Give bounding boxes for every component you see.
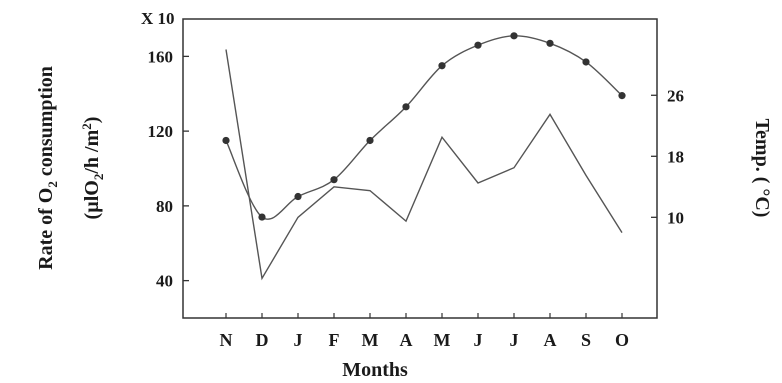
o2-data-point bbox=[366, 136, 374, 145]
o2-data-point bbox=[582, 58, 590, 66]
o2-data-point bbox=[258, 213, 266, 221]
x-axis-title: Months bbox=[342, 359, 408, 381]
x-tick-label: J bbox=[474, 330, 483, 350]
right-axis-ticks: 10 18 26 bbox=[651, 86, 684, 227]
right-tick-label: 26 bbox=[667, 86, 684, 105]
left-axis-title-line1: Rate of O2 consumption bbox=[35, 66, 60, 270]
x-tick-label: J bbox=[510, 330, 519, 350]
temperature-line bbox=[225, 49, 623, 281]
x-tick-label: A bbox=[544, 330, 557, 350]
x-tick-label: F bbox=[329, 330, 340, 350]
x-tick-label: M bbox=[434, 330, 451, 350]
o2-data-point bbox=[510, 32, 518, 40]
left-axis-ticks: 40 80 120 160 bbox=[148, 47, 189, 291]
x-tick-label: M bbox=[362, 330, 379, 350]
o2-data-point bbox=[474, 41, 482, 49]
x-tick-label: J bbox=[294, 330, 303, 350]
o2-data-point bbox=[402, 103, 410, 111]
x-tick-label: A bbox=[400, 330, 413, 350]
o2-data-point bbox=[330, 176, 338, 184]
left-tick-label: 160 bbox=[148, 47, 174, 66]
o2-data-point bbox=[618, 92, 626, 100]
left-tick-label: 40 bbox=[156, 272, 173, 291]
x-tick-label: D bbox=[256, 330, 269, 350]
x-tick-label: S bbox=[581, 330, 591, 350]
series-points bbox=[222, 32, 626, 221]
o2-data-point bbox=[294, 192, 302, 201]
o2-consumption-line bbox=[225, 35, 623, 220]
y-multiplier-label: X 10 bbox=[141, 9, 175, 28]
o2-data-point bbox=[438, 62, 446, 70]
o2-data-point bbox=[546, 39, 554, 47]
left-axis-title-line2: (µlO2/h /m2) bbox=[79, 117, 106, 220]
x-tick-label: N bbox=[220, 330, 233, 350]
plot-frame bbox=[182, 18, 658, 319]
left-tick-label: 80 bbox=[156, 197, 173, 216]
right-tick-label: 18 bbox=[667, 147, 684, 166]
right-tick-label: 10 bbox=[667, 208, 684, 227]
left-tick-label: 120 bbox=[148, 122, 174, 141]
o2-data-point bbox=[222, 136, 230, 145]
series-lines bbox=[225, 35, 623, 281]
right-axis-title: Temp. ( °C) bbox=[751, 119, 773, 218]
x-tick-label: O bbox=[615, 330, 629, 350]
